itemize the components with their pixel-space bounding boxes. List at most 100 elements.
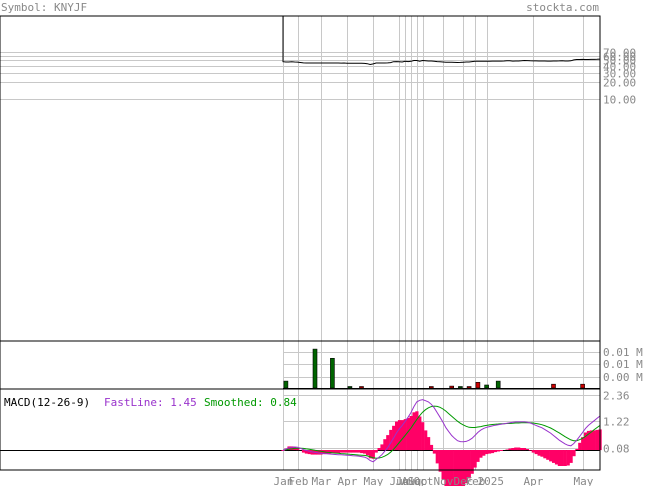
macd-histogram-bar — [589, 430, 593, 450]
volume-y-tick-label: 0.00 M — [603, 371, 643, 384]
macd-histogram-bar — [554, 450, 559, 465]
macd-histogram-bar — [328, 450, 332, 454]
macd-histogram-bar — [467, 450, 471, 479]
x-tick-label: Aug — [402, 475, 422, 486]
macd-histogram-bar — [331, 450, 335, 454]
x-tick-label: Apr — [524, 475, 544, 486]
volume-bar — [580, 383, 585, 389]
macd-histogram-bar — [301, 450, 306, 453]
macd-histogram-bar — [569, 450, 573, 463]
macd-histogram-bar — [511, 448, 515, 451]
macd-histogram-bar — [296, 448, 300, 451]
macd-histogram-bar — [354, 450, 358, 453]
macd-histogram-bar — [421, 422, 425, 451]
macd-panel-frame — [0, 388, 601, 471]
volume-y-tick-label: 0.01 M — [603, 358, 643, 371]
macd-histogram-bar — [517, 447, 521, 451]
macd-histogram-bar — [287, 446, 291, 450]
x-tick-label: 2025 — [478, 475, 505, 486]
macd-histogram-bar — [476, 450, 480, 462]
macd-smoothed-legend: Smoothed: 0.84 — [204, 396, 297, 409]
volume-y-tick-label: 0.01 M — [603, 346, 643, 359]
volume-bar — [359, 386, 364, 389]
macd-histogram-bar — [546, 450, 550, 460]
macd-histogram-bar — [552, 450, 556, 463]
macd-histogram-bar — [418, 416, 422, 451]
macd-histogram-bar — [566, 450, 570, 466]
macd-histogram-bar — [412, 412, 416, 450]
symbol-label: Symbol: KNYJF — [1, 1, 87, 14]
macd-histogram-bar — [581, 437, 585, 450]
macd-histogram-bar — [365, 450, 370, 456]
macd-histogram-bar — [316, 450, 320, 455]
macd-histogram-bar — [339, 450, 343, 453]
macd-histogram-bar — [333, 450, 338, 454]
macd-histogram-bar — [490, 450, 495, 454]
macd-histogram-bar — [473, 450, 477, 468]
macd-histogram-bar — [441, 450, 445, 480]
volume-bar — [484, 384, 489, 389]
macd-histogram-bar — [386, 435, 390, 451]
macd-histogram-bar — [427, 437, 431, 450]
macd-histogram-bar — [371, 450, 375, 459]
macd-histogram-bar — [575, 449, 579, 450]
macd-histogram-bar — [508, 448, 512, 450]
macd-histogram-bar — [461, 450, 466, 488]
macd-histogram-bar — [395, 421, 399, 450]
macd-smoothed-line — [282, 405, 601, 459]
macd-histogram-bar — [578, 442, 582, 450]
macd-histogram-bar — [438, 450, 442, 472]
macd-histogram-bar — [563, 450, 567, 466]
macd-histogram-bar — [380, 444, 384, 451]
price-y-tick-label: 10.00 — [603, 94, 636, 107]
x-tick-label: Oct — [414, 475, 434, 486]
macd-histogram-bar — [482, 450, 486, 456]
macd-histogram-bar — [528, 450, 532, 451]
macd-histogram-bar — [470, 450, 474, 474]
price-y-tick-label: 60.00 — [603, 51, 636, 64]
macd-histogram-bar — [377, 448, 381, 451]
volume-bar — [466, 386, 472, 389]
macd-histogram-bar — [485, 450, 489, 455]
macd-histogram-bar — [496, 450, 500, 452]
macd-histogram-bar — [432, 450, 436, 454]
macd-histogram-bar — [304, 450, 308, 454]
macd-histogram-bar — [488, 450, 492, 454]
volume-bar — [551, 383, 556, 389]
macd-y-tick-label: 2.36 — [603, 390, 630, 403]
x-tick-label: Feb — [466, 475, 486, 486]
volume-bar — [495, 380, 501, 389]
macd-histogram-bar — [499, 450, 503, 451]
volume-bar — [283, 380, 289, 389]
macd-histogram-bar — [540, 450, 544, 457]
x-tick-label: Feb — [289, 475, 309, 486]
price-line — [282, 16, 601, 66]
macd-histogram-bar — [400, 420, 404, 451]
volume-bar — [347, 386, 353, 389]
macd-histogram-bar — [586, 430, 591, 450]
x-tick-label: Dec — [454, 475, 474, 486]
macd-histogram-bar — [493, 450, 497, 453]
macd-title: MACD(12-26-9) — [4, 396, 90, 409]
price-y-tick-label: 40.00 — [603, 61, 636, 74]
volume-bar — [312, 348, 318, 389]
macd-histogram-bar — [505, 449, 509, 450]
macd-histogram-bar — [368, 450, 372, 459]
macd-histogram-bar — [444, 450, 448, 487]
macd-fast-line — [282, 399, 601, 463]
x-tick-label: May — [574, 475, 594, 486]
macd-histogram-bar — [514, 447, 518, 451]
macd-histogram-bar — [357, 450, 361, 453]
macd-histogram-bar — [435, 450, 439, 464]
price-y-tick-label: 30.00 — [603, 68, 636, 81]
macd-histogram-bar — [537, 450, 541, 456]
macd-histogram-bar — [534, 450, 538, 455]
macd-y-tick-label: 1.22 — [603, 416, 630, 429]
macd-histogram-bar — [522, 448, 527, 451]
x-tick-label: Jun — [390, 475, 410, 486]
macd-histogram-bar — [307, 450, 311, 455]
volume-bar — [475, 381, 481, 389]
macd-histogram-bar — [351, 450, 355, 453]
